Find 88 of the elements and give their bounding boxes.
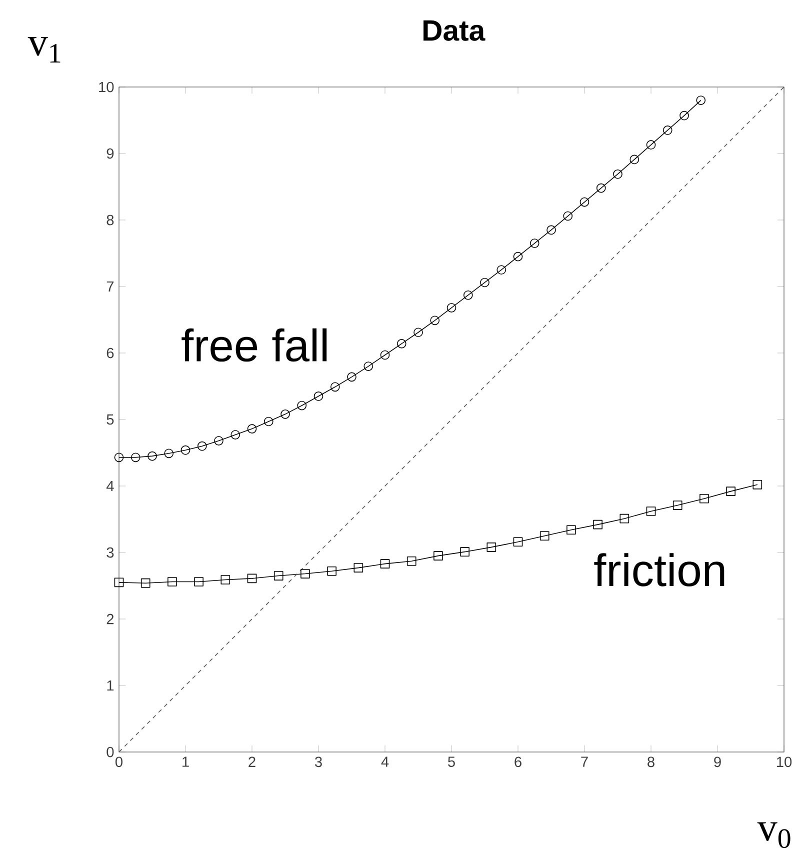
point	[197, 441, 207, 451]
x-tick-label: 6	[514, 756, 522, 768]
y-tick-label: 2	[106, 614, 114, 624]
point	[274, 571, 284, 580]
x-tick-label: 8	[648, 756, 654, 768]
point	[380, 350, 390, 360]
y-tick-label: 8	[106, 214, 114, 226]
point	[620, 514, 630, 524]
point	[696, 96, 706, 105]
y-tick-label: 9	[106, 148, 114, 159]
point	[662, 126, 672, 135]
chart-title: Data	[424, 20, 486, 41]
point	[646, 506, 656, 516]
point	[314, 392, 324, 401]
point	[380, 559, 390, 568]
x-tick-label: 0	[115, 756, 122, 768]
point	[164, 448, 174, 458]
point	[566, 525, 576, 535]
point	[563, 211, 573, 221]
point	[140, 578, 150, 588]
point	[580, 197, 590, 207]
point	[680, 110, 689, 120]
y-tick-label: 1	[107, 680, 114, 691]
point	[593, 520, 602, 530]
point	[364, 362, 374, 371]
point	[496, 265, 506, 275]
point	[354, 563, 364, 572]
point	[194, 577, 204, 586]
point	[247, 424, 257, 434]
x-tick-label: 7	[581, 756, 588, 767]
point	[513, 537, 523, 547]
point	[463, 290, 473, 300]
point	[168, 577, 177, 586]
series-label: friction	[594, 553, 724, 586]
series-label: free fall	[182, 328, 327, 362]
point	[130, 452, 140, 462]
point	[406, 556, 416, 566]
point	[613, 169, 622, 179]
x-tick-label: 10	[776, 756, 792, 768]
point	[540, 531, 550, 541]
point	[546, 225, 556, 235]
point	[446, 303, 456, 312]
point	[247, 574, 257, 584]
point	[220, 575, 230, 584]
point	[480, 278, 490, 288]
point	[530, 238, 540, 248]
point	[513, 252, 523, 262]
point	[280, 410, 290, 419]
point	[214, 436, 224, 446]
y-tick-label: 3	[106, 547, 114, 558]
point	[630, 154, 640, 164]
y-tick-label: 0	[106, 746, 114, 758]
point	[148, 451, 157, 461]
point	[752, 480, 762, 490]
point	[230, 430, 240, 440]
point	[486, 542, 496, 552]
y-tick-label: 6	[106, 348, 114, 358]
point	[596, 183, 606, 193]
point	[297, 400, 307, 410]
y-tick-label: 7	[106, 281, 114, 292]
point	[726, 486, 736, 496]
x-tick-label: 3	[314, 756, 322, 768]
x-tick-label: 1	[182, 756, 189, 767]
y-tick-label: 10	[99, 82, 114, 92]
y-tick-label: 4	[106, 480, 114, 492]
point	[672, 500, 682, 510]
point	[430, 316, 440, 326]
point	[327, 566, 336, 576]
x-tick-label: 2	[248, 756, 256, 767]
point	[264, 416, 274, 426]
y-axis-title: v$_{1}$	[28, 37, 60, 62]
point	[114, 452, 124, 462]
point	[396, 339, 406, 348]
x-axis-title: v$_{0}$	[757, 822, 790, 848]
point	[347, 372, 356, 382]
point	[300, 569, 310, 578]
point	[180, 445, 190, 455]
x-tick-label: 9	[714, 756, 721, 768]
point	[114, 578, 124, 588]
point	[460, 547, 470, 556]
point	[700, 494, 709, 504]
point	[646, 140, 656, 150]
x-tick-label: 4	[381, 756, 389, 767]
x-tick-label: 5	[448, 756, 455, 767]
point	[330, 382, 340, 392]
point	[434, 551, 443, 560]
y-tick-label: 5	[106, 414, 114, 425]
point	[414, 328, 423, 338]
